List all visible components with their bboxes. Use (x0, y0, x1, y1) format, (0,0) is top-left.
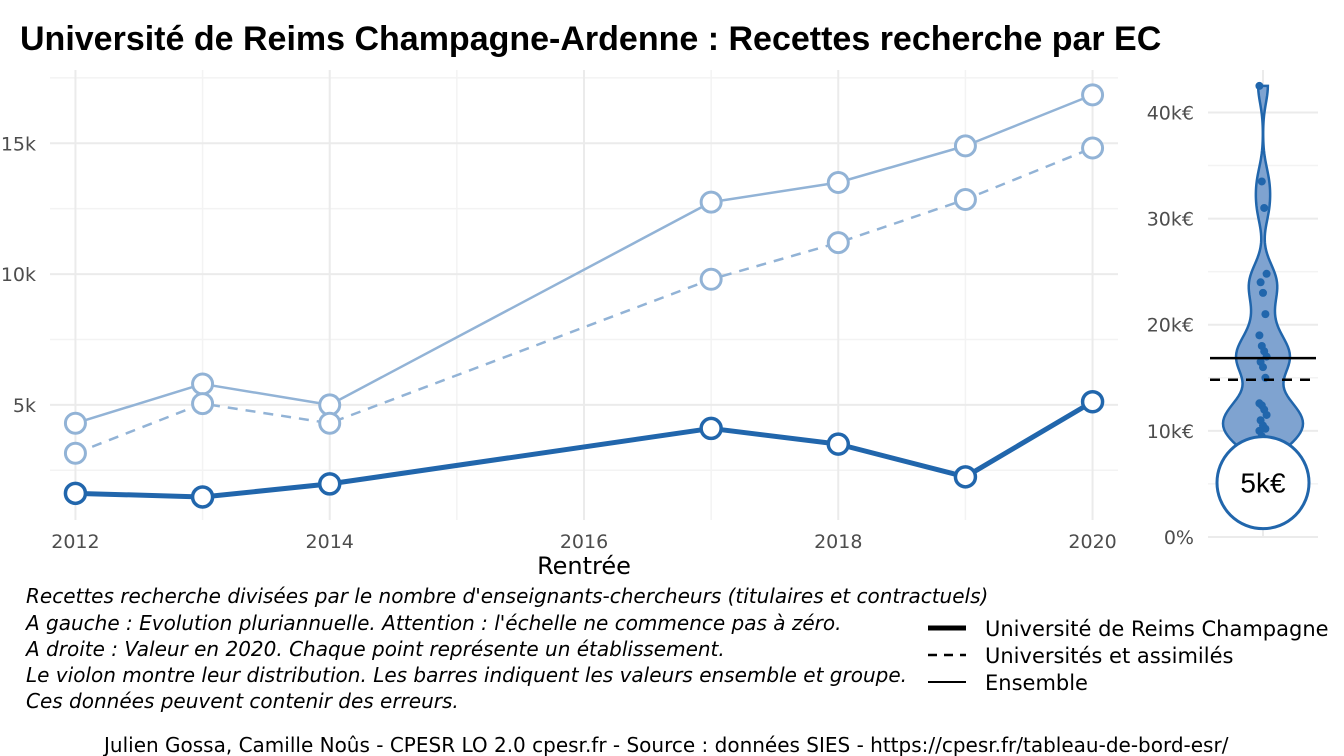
legend-label-2: Universités et assimilés (985, 644, 1233, 668)
highlight-bubble-label: 5k€ (1240, 468, 1286, 499)
line-chart-grid (50, 70, 1118, 520)
legend: Université de Reims Champagne Université… (928, 617, 1329, 695)
x-tick-label: 2020 (1068, 531, 1116, 553)
violin-panel: 0% 10k€ 20k€ 30k€ 40k€ 5k€ (1147, 70, 1318, 549)
line-chart-series (63, 83, 1105, 509)
series-2-point (953, 188, 977, 212)
credit-line: Julien Gossa, Camille Noûs - CPESR LO 2.… (102, 733, 1229, 756)
legend-label-3: Ensemble (985, 671, 1088, 695)
chart-title: Université de Reims Champagne-Ardenne : … (20, 20, 1161, 58)
violin-point (1259, 288, 1267, 297)
series-2-point (699, 267, 723, 291)
violin-y-tick-label: 30k€ (1147, 209, 1194, 231)
series-2-point (63, 441, 87, 465)
series-3-point (191, 372, 215, 396)
highlight-bubble-circle (1215, 435, 1311, 531)
violin-point (1261, 424, 1270, 433)
violin-point (1262, 269, 1271, 278)
note-line-2: A gauche : Evolution pluriannuelle. Atte… (24, 611, 842, 635)
series-2-point (191, 392, 215, 416)
series-1-point (1080, 389, 1105, 414)
x-tick-label: 2016 (560, 531, 608, 553)
line-chart-ticks: 2012 2014 2016 2018 2020 5k 10k 15k (1, 133, 1117, 553)
series-2-point (826, 231, 850, 255)
violin-plot (1221, 84, 1305, 456)
violin-y-tick-label: 10k€ (1147, 421, 1194, 443)
note-line-3: A droite : Valeur en 2020. Chaque point … (24, 637, 725, 661)
series-1-point (63, 481, 88, 506)
violin-point (1256, 278, 1265, 287)
series-3-point (1081, 83, 1105, 107)
y-tick-label: 5k (13, 395, 36, 417)
series-3-point (63, 411, 87, 435)
series-3-point (826, 171, 850, 194)
violin-ticks: 0% 10k€ 20k€ 30k€ 40k€ (1147, 102, 1194, 549)
note-line-5: Ces données peuvent contenir des erreurs… (26, 689, 459, 713)
series-1-point (953, 465, 978, 489)
highlight-bubble: 5k€ (1215, 435, 1311, 531)
series-3-point (953, 134, 977, 158)
violin-point (1259, 363, 1267, 372)
y-tick-label: 10k (1, 264, 36, 286)
violin-point (1262, 410, 1271, 419)
x-axis-label: Rentrée (537, 552, 631, 580)
caption-notes: Recettes recherche divisées par le nombr… (24, 584, 988, 713)
x-tick-label: 2018 (814, 531, 862, 553)
violin-point (1255, 81, 1264, 90)
line-chart-panel: 2012 2014 2016 2018 2020 5k 10k 15k Rentrée (1, 70, 1118, 580)
violin-y-tick-label: 40k€ (1147, 102, 1194, 124)
series-1-point (190, 485, 215, 509)
legend-label-1: Université de Reims Champagne (985, 617, 1329, 641)
violin-shape (1221, 84, 1305, 456)
violin-y-tick-label: 20k€ (1147, 315, 1194, 337)
series-2-point (1081, 136, 1105, 160)
series-1-point (826, 432, 851, 456)
violin-point (1261, 310, 1270, 319)
note-line-1: Recettes recherche divisées par le nombr… (26, 584, 988, 608)
series-2-point (318, 411, 342, 435)
series-3-point (699, 190, 723, 214)
series-1-point (317, 472, 342, 496)
x-tick-label: 2014 (306, 531, 354, 553)
violin-point (1255, 331, 1264, 340)
note-line-4: Le violon montre leur distribution. Les … (26, 663, 907, 687)
violin-point (1260, 203, 1269, 212)
violin-reference-lines (1210, 356, 1316, 381)
series-1-point (699, 416, 723, 441)
y-tick-label: 15k (1, 133, 36, 155)
violin-y-tick-label: 0% (1164, 527, 1194, 549)
violin-point (1257, 177, 1266, 186)
x-tick-label: 2012 (51, 531, 99, 553)
